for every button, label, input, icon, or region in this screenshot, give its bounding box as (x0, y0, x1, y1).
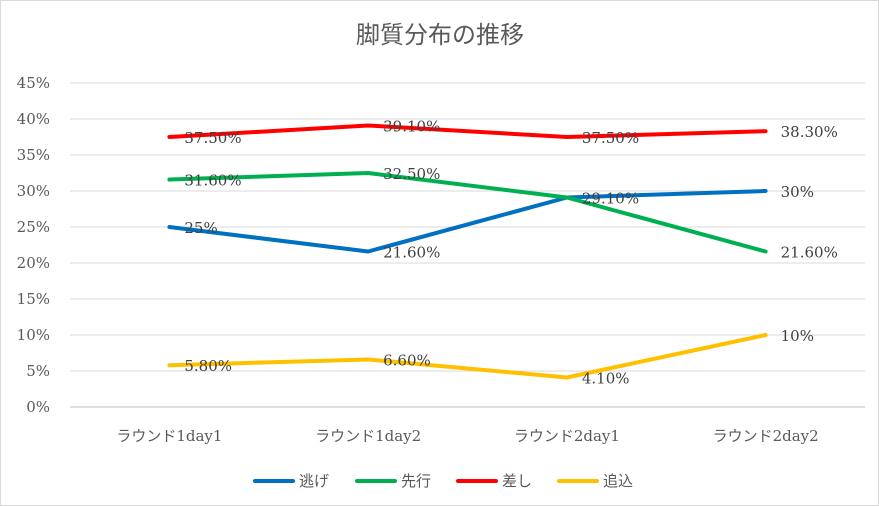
y-tick-label: 15% (17, 290, 50, 308)
legend-label: 先行 (401, 472, 431, 490)
series-line (167, 123, 768, 139)
data-label: 21.60% (781, 243, 838, 261)
data-label: 37.50% (582, 129, 639, 147)
y-tick-label: 40% (17, 110, 50, 128)
series-line (167, 333, 768, 380)
data-labels: 25% 21.60% 29.10% 30% 31.60% 32.50% 21.60% 37.5… (184, 117, 837, 387)
series-line (167, 171, 768, 254)
data-label: 6.60% (383, 351, 431, 369)
x-tick-label: ラウンド1day1 (116, 427, 222, 445)
x-tick-label: ラウンド1day2 (315, 427, 421, 445)
data-label: 39.10% (383, 117, 440, 135)
data-label: 25% (184, 219, 217, 237)
data-label: 30% (781, 183, 814, 201)
y-tick-label: 25% (17, 218, 50, 236)
data-label: 38.30% (781, 123, 838, 141)
y-tick-label: 35% (17, 146, 50, 164)
y-tick-label: 45% (17, 74, 50, 92)
x-axis: ラウンド1day1 ラウンド1day2 ラウンド2day1 ラウンド2day2 (116, 427, 818, 445)
data-label: 29.10% (582, 189, 639, 207)
data-label: 32.50% (383, 165, 440, 183)
data-label: 10% (781, 327, 814, 345)
x-tick-label: ラウンド2day2 (713, 427, 819, 445)
x-tick-label: ラウンド2day1 (514, 427, 620, 445)
y-tick-label: 30% (17, 182, 50, 200)
legend: 逃げ 先行 差し 追込 (253, 472, 633, 490)
data-label: 21.60% (383, 243, 440, 261)
series-lines (167, 123, 768, 380)
y-tick-label: 20% (17, 254, 50, 272)
y-tick-label: 0% (26, 398, 50, 416)
legend-label: 逃げ (299, 472, 329, 490)
y-axis: 0% 5% 10% 15% 20% 25% 30% 35% 40% 45% (17, 74, 50, 416)
data-label: 5.80% (184, 357, 232, 375)
chart-title: 脚質分布の推移 (356, 21, 524, 49)
y-tick-label: 5% (26, 362, 50, 380)
legend-label: 追込 (603, 472, 633, 490)
series-line (167, 189, 768, 254)
y-tick-label: 10% (17, 326, 50, 344)
data-label: 37.50% (184, 129, 241, 147)
data-label: 31.60% (184, 171, 241, 189)
data-label: 4.10% (582, 369, 630, 387)
legend-label: 差し (502, 472, 532, 490)
